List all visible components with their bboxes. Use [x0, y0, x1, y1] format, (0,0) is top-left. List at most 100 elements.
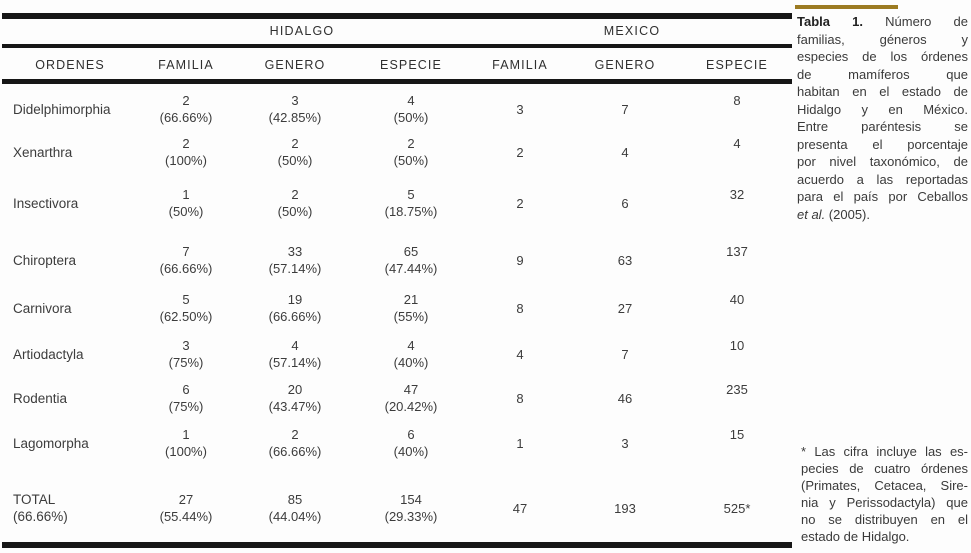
value-cell: 2 (50%)	[277, 187, 313, 219]
value-cell: 1 (100%)	[165, 427, 207, 459]
table-row: Lagomorpha 1 (100%) 2 (66.66%) 6 (40%) 1 3 15	[8, 426, 792, 460]
value-cell: 2 (66.66%)	[268, 427, 322, 459]
orden-label: Carnivora	[13, 300, 72, 316]
column-header-especie-hidalgo: ESPECIE	[380, 58, 442, 72]
table-body: Didelphimorphia 2 (66.66%) 3 (42.85%) 4 (50%) 3…	[8, 92, 792, 525]
column-header-row: ORDENES FAMILIA GENERO ESPECIE FAMILIA G…	[8, 55, 792, 76]
value-cell: 235	[726, 382, 748, 397]
orden-label: Lagomorpha	[13, 435, 89, 451]
value-cell: 5 (62.50%)	[159, 292, 213, 324]
gold-accent-rule	[795, 5, 898, 9]
table-row: Didelphimorphia 2 (66.66%) 3 (42.85%) 4 (50%) 3…	[8, 92, 792, 126]
value-cell: 137	[726, 244, 748, 259]
column-header-ordenes: ORDENES	[35, 58, 105, 72]
value-cell: 19 (66.66%)	[268, 292, 322, 324]
value-cell: 47 (20.42%)	[384, 382, 438, 414]
value-cell: 7 (66.66%)	[159, 244, 213, 276]
caption-line: de mamíferos que	[797, 66, 968, 82]
value-cell: 65 (47.44%)	[384, 244, 438, 276]
value-cell: 193	[614, 500, 636, 516]
value-cell: 6 (40%)	[393, 427, 429, 459]
value-cell: 2 (100%)	[165, 136, 207, 168]
table-row: Rodentia 6 (75%) 20 (43.47%) 47 (20.42%) 8 46 235	[8, 381, 792, 415]
value-cell: 4 (40%)	[393, 338, 429, 370]
value-cell: 10	[729, 338, 745, 353]
footnote-line: estado de Hidalgo.	[801, 529, 910, 544]
caption-line: especies de los órdenes	[797, 49, 968, 64]
value-cell: 4 (50%)	[393, 93, 429, 125]
table-row: Chiroptera 7 (66.66%) 33 (57.14%) 65 (47.44%) 9…	[8, 243, 792, 277]
value-cell: 3 (75%)	[168, 338, 204, 370]
value-cell: 2 (66.66%)	[159, 93, 213, 125]
value-cell: 32	[729, 187, 745, 202]
value-cell: 525*	[723, 500, 751, 516]
value-cell: 47	[512, 500, 528, 516]
orden-label: Rodentia	[13, 390, 68, 406]
caption-line: presenta el porcentaje	[797, 136, 968, 152]
value-cell: 2	[516, 195, 524, 211]
table-row-total: TOTAL (66.66%) 27 (55.44%) 85 (44.04%) 154 (29.…	[8, 491, 792, 525]
table-row: Xenarthra 2 (100%) 2 (50%) 2 (50%) 2 4 4	[8, 135, 792, 169]
table-row: Carnivora 5 (62.50%) 19 (66.66%) 21 (55%) 8 27 40	[8, 291, 792, 325]
value-cell: 4 (57.14%)	[268, 338, 322, 370]
group-header-mexico: MEXICO	[603, 24, 661, 38]
value-cell: 8	[516, 390, 524, 406]
column-header-familia-mexico: FAMILIA	[492, 58, 548, 72]
value-cell: 4	[733, 136, 741, 151]
table-rule-group	[2, 44, 792, 48]
orden-label: Xenarthra	[13, 144, 73, 160]
caption-line: Hidalgo y en México.	[797, 101, 968, 117]
value-cell: 4	[516, 346, 524, 362]
table-rule-bottom	[2, 542, 792, 548]
value-cell: 27 (55.44%)	[159, 492, 213, 524]
table-rule-header	[2, 79, 792, 84]
orden-label: Chiroptera	[13, 252, 77, 268]
group-header-hidalgo: HIDALGO	[269, 24, 335, 38]
caption-line: por nivel taxonómico, de	[797, 154, 968, 169]
value-cell: 63	[617, 252, 633, 268]
value-cell: 4	[621, 144, 629, 160]
table-row: Artiodactyla 3 (75%) 4 (57.14%) 4 (40%) 4 7 10	[8, 337, 792, 371]
caption-line: Entre paréntesis se	[797, 119, 968, 134]
table-rule-top	[2, 13, 792, 19]
value-cell: 7	[621, 101, 629, 117]
value-cell: 6	[621, 195, 629, 211]
column-header-genero-hidalgo: GENERO	[264, 58, 326, 72]
value-cell: 6 (75%)	[168, 382, 204, 414]
value-cell: 7	[621, 346, 629, 362]
value-cell: 8	[733, 93, 741, 108]
value-cell: 8	[516, 300, 524, 316]
caption-line: para el país por Ceballos	[797, 189, 968, 204]
value-cell: 27	[617, 300, 633, 316]
caption-line: acuerdo a las reportadas	[797, 171, 968, 187]
value-cell: 3	[621, 435, 629, 451]
value-cell: 21 (55%)	[393, 292, 429, 324]
caption-line: Tabla 1. Número de	[797, 14, 968, 29]
orden-label: Insectivora	[13, 195, 79, 211]
value-cell: 3	[516, 101, 524, 117]
value-cell: 5 (18.75%)	[384, 187, 438, 219]
orden-label: Artiodactyla	[13, 346, 84, 362]
table-caption: Tabla 1. Número de familias, géneros y esp…	[797, 13, 968, 223]
value-cell: 40	[729, 292, 745, 307]
column-header-genero-mexico: GENERO	[594, 58, 656, 72]
value-cell: 2	[516, 144, 524, 160]
table-row: Insectivora 1 (50%) 2 (50%) 5 (18.75%) 2 6 32	[8, 186, 792, 220]
caption-line: familias, géneros y	[797, 31, 968, 47]
value-cell: 46	[617, 390, 633, 406]
value-cell: 3 (42.85%)	[268, 93, 322, 125]
column-header-especie-mexico: ESPECIE	[706, 58, 768, 72]
value-cell: 15	[729, 427, 745, 442]
orden-label: Didelphimorphia	[13, 101, 111, 117]
footnote-line: (Primates, Cetacea, Sire-	[801, 478, 968, 493]
caption-line: et al. (2005).	[797, 206, 870, 222]
footnote-line: * Las cifra incluye las es-	[801, 444, 968, 459]
footnote-line: no se distribuyen en el	[801, 512, 968, 527]
value-cell: 33 (57.14%)	[268, 244, 322, 276]
footnote-line: nia y Perissodactyla) que	[801, 495, 968, 510]
value-cell: 85 (44.04%)	[268, 492, 322, 524]
value-cell: 9	[516, 252, 524, 268]
caption-line: habitan en el estado de	[797, 84, 968, 99]
value-cell: 1 (50%)	[168, 187, 204, 219]
